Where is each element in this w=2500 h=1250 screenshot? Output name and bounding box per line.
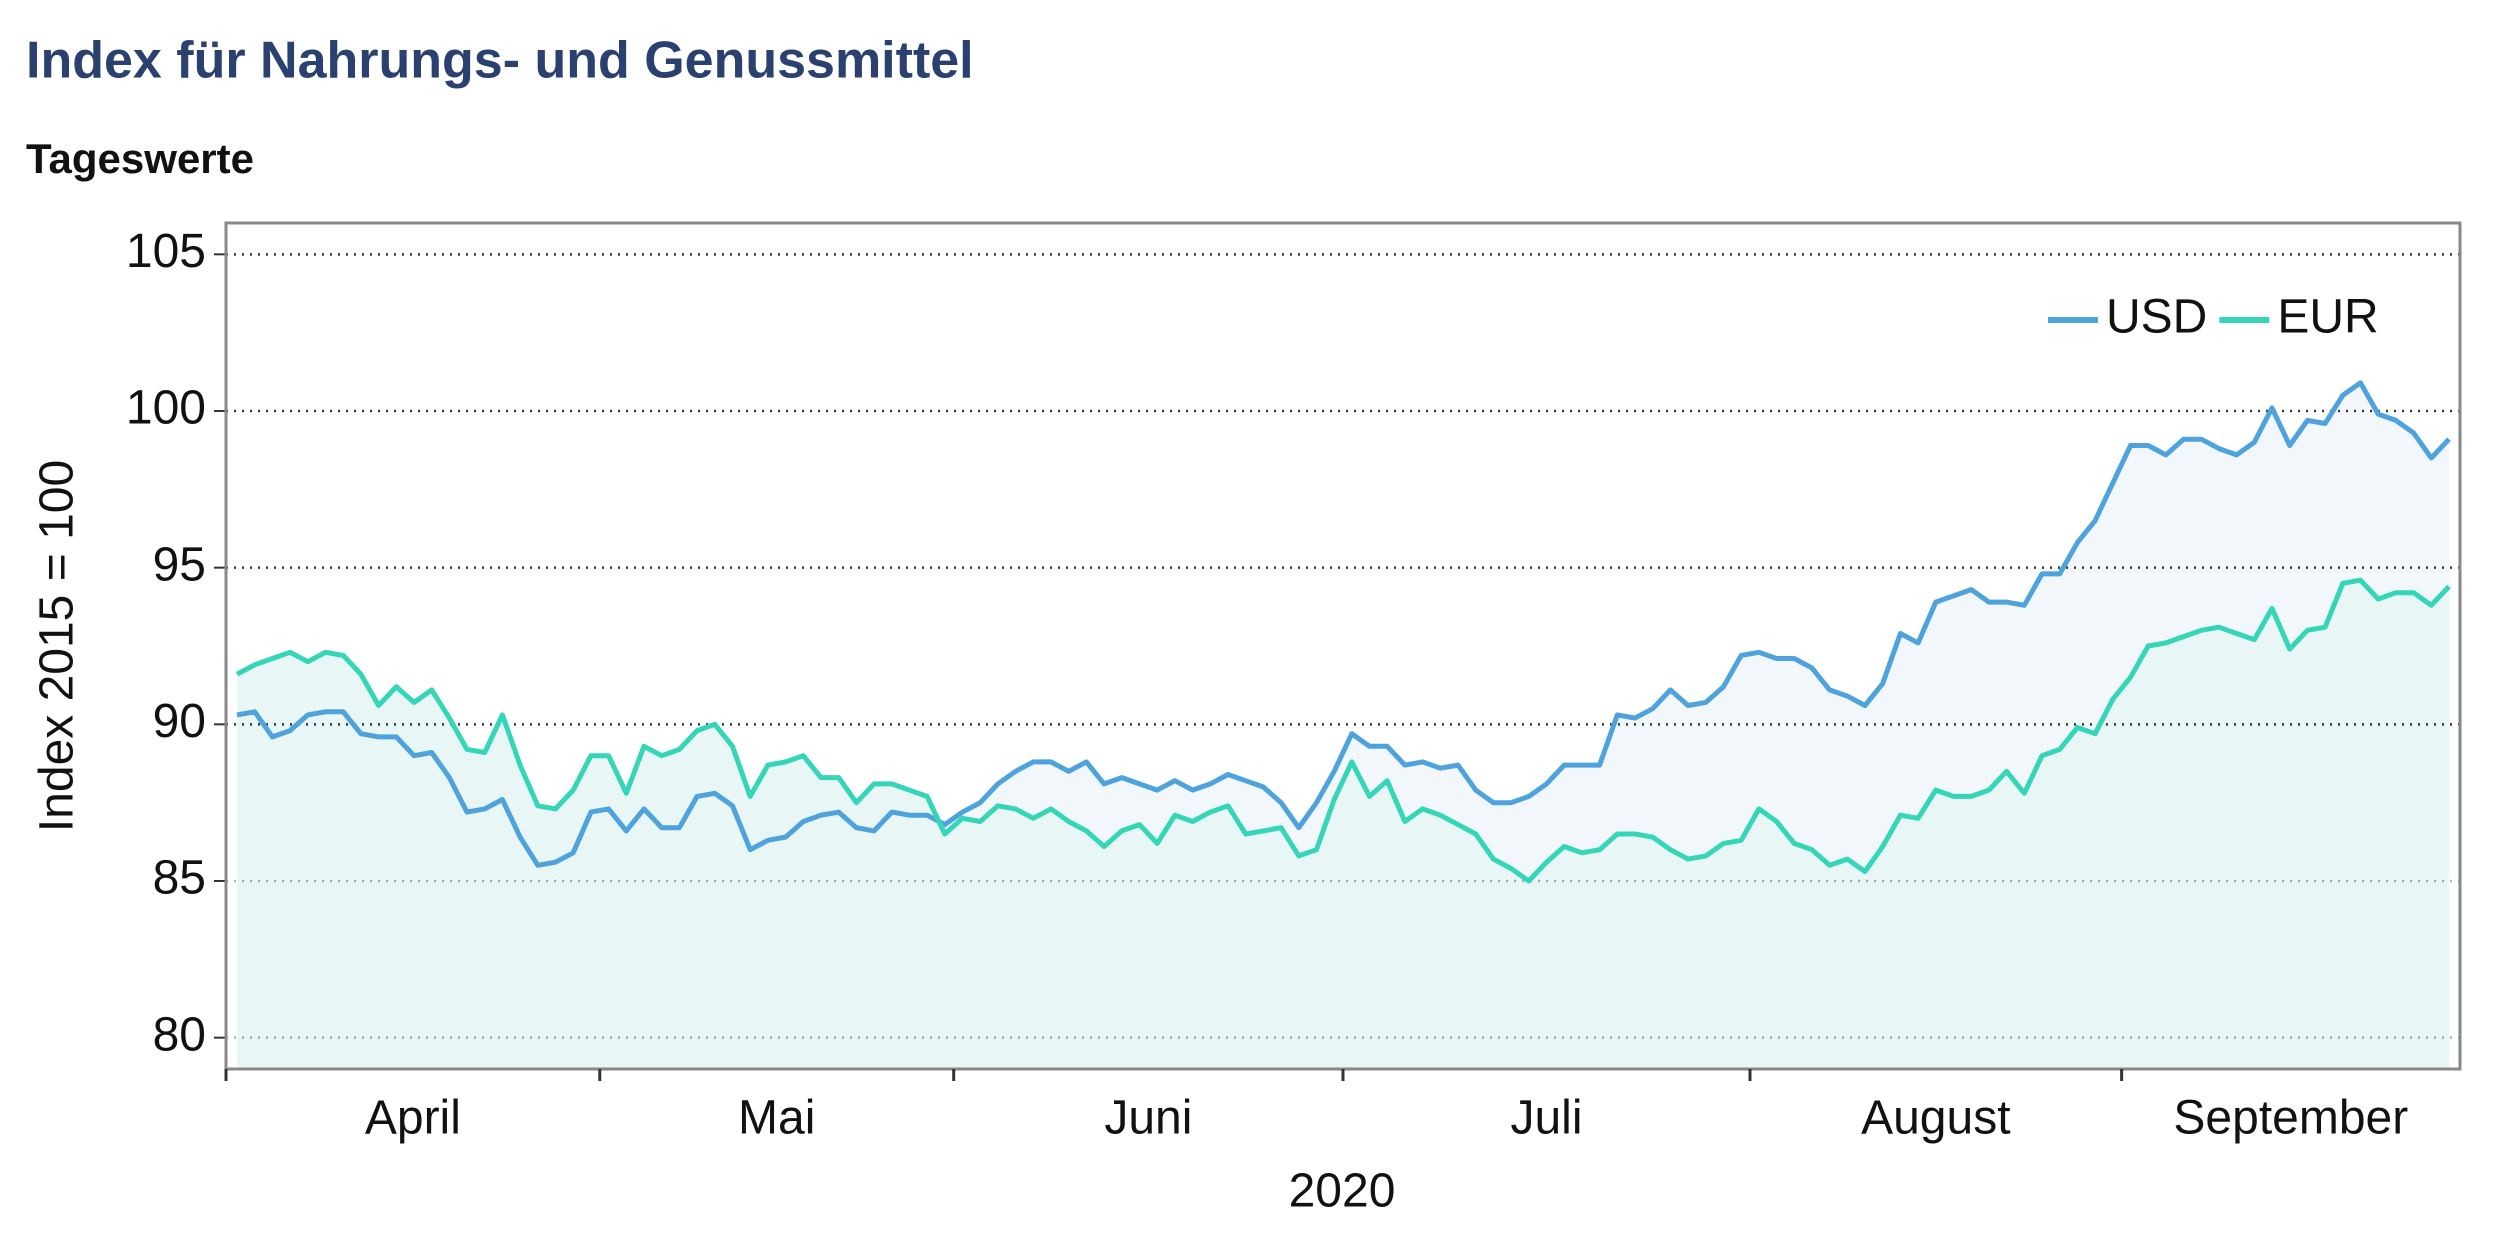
chart-title: Index für Nahrungs- und Genussmittel <box>26 32 974 90</box>
x-tick-label: Juni <box>1104 1092 1192 1145</box>
x-tick-label: September <box>2173 1092 2408 1145</box>
legend-label: EUR <box>2277 291 2378 344</box>
chart-subtitle: Tageswerte <box>26 135 254 182</box>
area <box>237 580 2449 1069</box>
y-tick-label: 90 <box>153 695 206 748</box>
line <box>235 577 2451 884</box>
x-tick-label: April <box>365 1092 461 1145</box>
line <box>236 380 2451 868</box>
x-tick-label: August <box>1861 1092 2010 1145</box>
y-tick-label: 100 <box>126 382 206 435</box>
x-tick-label: Juli <box>1510 1092 1582 1145</box>
y-tick-label: 80 <box>153 1008 206 1061</box>
x-tick-label: Mai <box>738 1092 815 1145</box>
y-tick-label: 95 <box>153 538 206 591</box>
y-tick-label: 105 <box>126 225 206 278</box>
y-axis-label: Index 2015 = 100 <box>31 460 84 832</box>
y-tick-label: 85 <box>153 852 206 905</box>
legend-label: USD <box>2106 291 2207 344</box>
x-axis-label: 2020 <box>1289 1165 1396 1218</box>
